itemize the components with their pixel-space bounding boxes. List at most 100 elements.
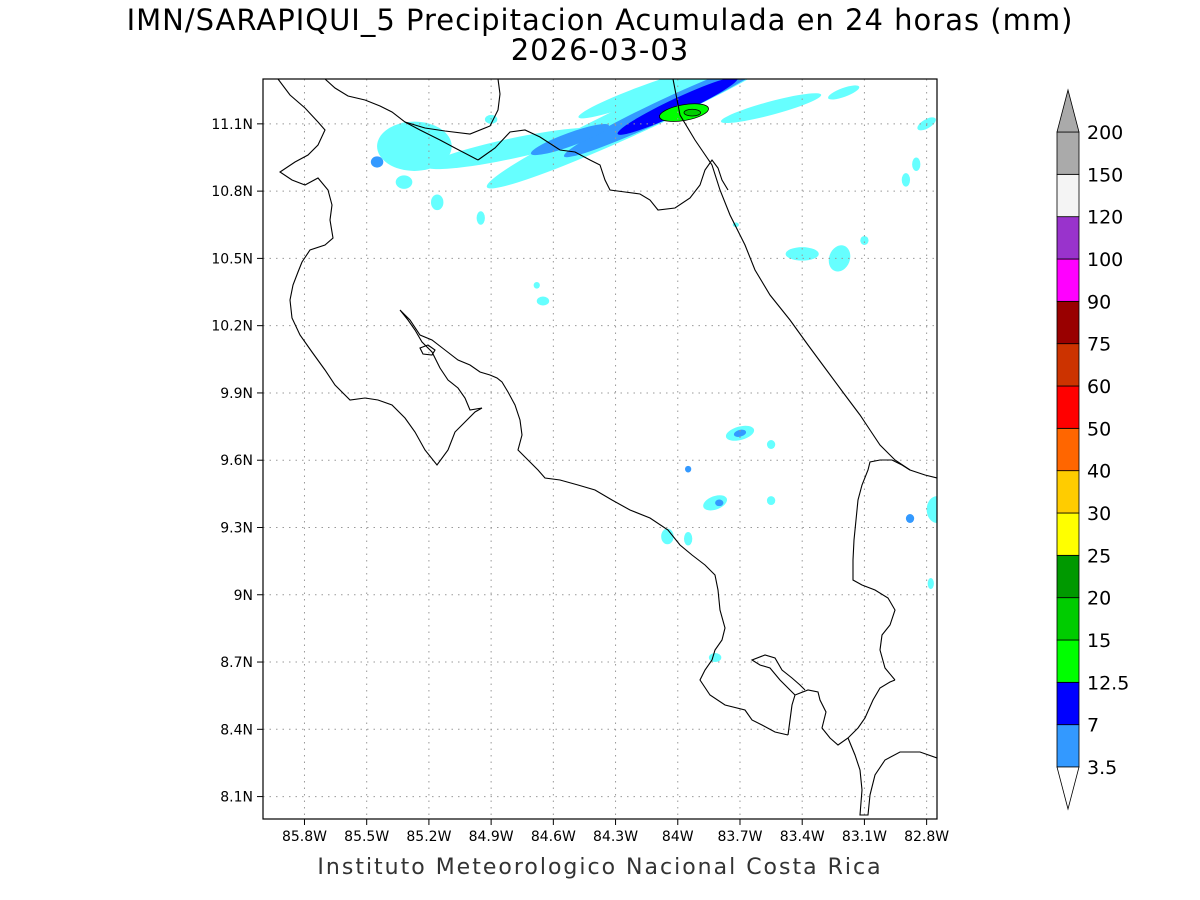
- lon-tick-label: 85.2W: [406, 829, 451, 845]
- colorbar-box: [1056, 427, 1080, 472]
- lat-tick-label: 8.4N: [220, 722, 253, 738]
- lat-tick-label: 11.1N: [211, 117, 253, 133]
- lon-tick-label: 82.8W: [904, 829, 949, 845]
- colorbar-box: [1056, 597, 1080, 641]
- precip-area: [927, 577, 934, 590]
- colorbar-label: 150: [1087, 164, 1123, 186]
- lat-tick-label: 9.6N: [220, 453, 253, 469]
- map-background: [263, 79, 937, 819]
- colorbar-label: 20: [1087, 588, 1111, 610]
- precip-area: [476, 211, 485, 225]
- precip-area: [715, 499, 724, 507]
- precip-area: [533, 281, 540, 289]
- lat-tick-label: 9.3N: [220, 520, 253, 536]
- precip-area: [661, 528, 674, 545]
- colorbar-box: [1056, 300, 1080, 345]
- lat-tick-label: 8.7N: [220, 655, 253, 671]
- lat-tick-label: 10.2N: [211, 319, 253, 335]
- precip-area: [785, 247, 819, 261]
- colorbar-label: 40: [1087, 461, 1111, 483]
- lon-tick-label: 84.9W: [469, 829, 514, 845]
- map-footer: Instituto Meteorologico Nacional Costa R…: [317, 855, 883, 880]
- lon-tick-label: 83.4W: [780, 829, 825, 845]
- nicaragua-border: [324, 79, 479, 161]
- colorbar-label: 7: [1087, 715, 1099, 737]
- lon-tick-label: 85.8W: [282, 829, 327, 845]
- lat-tick-label: 9.9N: [220, 386, 253, 402]
- precip-area: [912, 157, 921, 171]
- colorbar-label: 15: [1087, 630, 1111, 652]
- colorbar-box: [1056, 385, 1080, 429]
- colorbar-box: [1056, 470, 1080, 514]
- precip-area: [860, 235, 869, 245]
- precip-area: [683, 531, 693, 546]
- colorbar-label: 90: [1087, 291, 1111, 313]
- precip-area: [703, 495, 728, 511]
- colorbar-label: 75: [1087, 334, 1111, 356]
- colorbar-box: [1056, 343, 1080, 387]
- lon-tick-label: 84.6W: [531, 829, 576, 845]
- precip-area: [828, 245, 851, 272]
- map-title: IMN/SARAPIQUI_5 Precipitacion Acumulada …: [126, 3, 1074, 37]
- precip-area: [708, 653, 722, 663]
- map-axes: 11.1N 10.8N 10.5N 10.2N 9.9N 9.6N 9.3N 9N 8.7N 8.…: [211, 117, 949, 845]
- precip-area: [370, 156, 384, 168]
- lake-nicaragua-shore: [404, 79, 501, 135]
- lat-tick-label: 9N: [234, 588, 253, 604]
- precip-area: [720, 93, 822, 124]
- precip-area: [828, 85, 860, 100]
- colorbar-lower-triangle: [1056, 766, 1080, 811]
- colorbar-box: [1056, 554, 1080, 599]
- precip-area: [766, 496, 776, 506]
- colorbar: 3.5 7 12.5 15 20 25 30 40 50 60 75 90 100 120 150 200: [1056, 88, 1129, 811]
- colorbar-label: 30: [1087, 503, 1111, 525]
- lon-tick-label: 84W: [662, 829, 694, 845]
- lon-tick-label: 83.7W: [717, 829, 762, 845]
- precip-area: [377, 121, 452, 171]
- precip-area: [733, 429, 747, 437]
- colorbar-box: [1056, 258, 1080, 302]
- precip-area: [685, 465, 692, 473]
- map-frame: [262, 78, 938, 820]
- precip-area: [395, 175, 413, 189]
- northern-border: [477, 129, 729, 211]
- lon-tick-label: 83.1W: [842, 829, 887, 845]
- pacific-coast-northwest: [277, 79, 483, 466]
- colorbar-box: [1056, 681, 1080, 726]
- colorbar-label: 100: [1087, 249, 1123, 271]
- precip-area: [926, 496, 937, 523]
- precip-area: [430, 194, 444, 211]
- lon-tick-label: 85.5W: [344, 829, 389, 845]
- colorbar-label: 50: [1087, 418, 1111, 440]
- colorbar-label: 12.5: [1087, 672, 1129, 694]
- precip-area: [901, 173, 911, 187]
- precip-area: [905, 514, 915, 523]
- caribbean-coast: [672, 79, 937, 479]
- colorbar-label: 3.5: [1087, 757, 1117, 779]
- burica-peninsula-shore: [847, 737, 937, 816]
- precip-area: [530, 124, 609, 156]
- island-chira: [419, 344, 436, 356]
- precip-area: [991, 348, 999, 370]
- precip-area: [995, 669, 1003, 678]
- lat-tick-label: 10.8N: [211, 184, 253, 200]
- lat-tick-label: 8.1N: [220, 790, 253, 806]
- colorbar-box: [1056, 216, 1080, 260]
- lat-tick-label: 10.5N: [211, 251, 253, 267]
- colorbar-label: 120: [1087, 207, 1123, 229]
- colorbar-label: 200: [1087, 122, 1123, 144]
- golfo-dulce-shore: [750, 654, 806, 696]
- colorbar-box: [1056, 639, 1080, 683]
- precip-area: [766, 440, 776, 449]
- precip-area: [683, 108, 701, 117]
- osa-peninsula-shore: [787, 679, 896, 746]
- map-date: 2026-03-03: [510, 33, 690, 67]
- colorbar-label: 60: [1087, 376, 1111, 398]
- precip-area: [426, 127, 598, 170]
- colorbar-upper-triangle: [1056, 88, 1080, 133]
- colorbar-box: [1056, 173, 1080, 218]
- precip-area: [985, 319, 993, 332]
- panama-border: [852, 459, 911, 681]
- colorbar-box: [1056, 131, 1080, 175]
